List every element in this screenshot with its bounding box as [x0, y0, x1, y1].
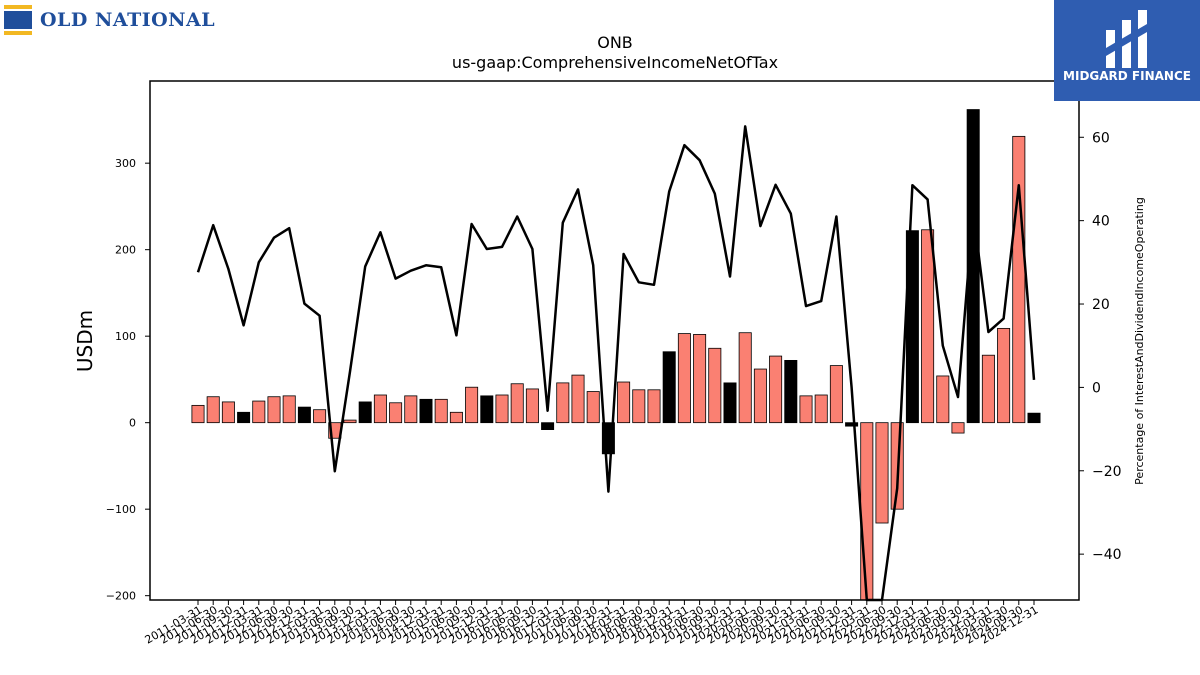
midgard-finance-logo: MIDGARD FINANCE: [1054, 0, 1200, 101]
x-axis: 2011-03-312011-06-302011-09-302011-12-31…: [143, 600, 1041, 647]
bar-2018-03-31: [617, 381, 631, 424]
y2-tick-label: 60: [1092, 130, 1110, 146]
bar-2019-09-30: [708, 347, 722, 424]
bar-2022-06-30: [875, 422, 889, 524]
bar-2019-12-31: [723, 382, 737, 424]
bar-2016-03-31: [495, 394, 509, 424]
bar-2011-12-31: [237, 411, 251, 424]
chart-subtitle: us-gaap:ComprehensiveIncomeNetOfTax: [452, 53, 778, 72]
bar-2019-06-30: [693, 334, 707, 424]
bar-2018-09-30: [647, 389, 661, 424]
y2-tick-label: −20: [1092, 464, 1122, 480]
bar-2015-12-31: [480, 395, 494, 424]
right-axis: −40 −20 0 20 40 60: [1079, 130, 1122, 563]
y-tick-label: 100: [115, 330, 136, 343]
y2-tick-label: −40: [1092, 547, 1122, 563]
y-tick-label: −200: [106, 590, 136, 603]
bar-2017-03-31: [556, 382, 570, 424]
bar-2016-09-30: [525, 388, 539, 424]
bar-2017-09-30: [586, 391, 600, 424]
bar-2023-06-30: [936, 375, 950, 424]
plot-frame: [149, 80, 1080, 601]
line-path: [196, 125, 1036, 602]
y2-tick-label: 0: [1092, 380, 1101, 396]
y-axis-label: USDm: [73, 310, 97, 372]
bar-2021-03-31: [799, 395, 813, 424]
bar-2022-03-31: [860, 422, 874, 601]
chart-title: ONB: [597, 33, 633, 52]
bar-2018-12-31: [662, 351, 676, 424]
bar-2012-09-30: [282, 395, 296, 424]
bar-series: [191, 109, 1041, 601]
bar-2014-12-31: [419, 398, 433, 424]
y2-axis-label: Percentage of InterestAndDividendIncomeO…: [1133, 197, 1146, 485]
bar-2013-09-30: [343, 419, 357, 424]
y-tick-label: 0: [129, 417, 136, 430]
y-tick-label: −100: [106, 503, 136, 516]
bar-2021-09-30: [829, 365, 843, 424]
bar-2015-09-30: [465, 386, 479, 424]
bar-2013-03-31: [313, 409, 327, 424]
y2-tick-label: 20: [1092, 297, 1110, 313]
bar-2014-09-30: [404, 395, 418, 424]
bar-2011-09-30: [221, 401, 235, 424]
bar-2015-03-31: [434, 398, 448, 424]
bar-2023-03-31: [921, 229, 935, 424]
bar-2024-09-30: [1012, 135, 1026, 424]
bar-2016-12-31: [541, 422, 555, 430]
old-national-mark-icon: [4, 5, 32, 35]
left-axis: −200 −100 0 100 200 300: [106, 157, 150, 603]
bar-2011-03-31: [191, 404, 205, 424]
old-national-logo: OLD NATIONAL: [4, 4, 215, 36]
bar-2014-06-30: [389, 402, 403, 424]
bar-2016-06-30: [510, 383, 524, 424]
bar-2013-12-31: [358, 401, 372, 424]
bar-2024-12-31: [1027, 412, 1041, 424]
bar-2021-06-30: [814, 394, 828, 424]
bar-2019-03-31: [677, 333, 691, 424]
y-tick-label: 200: [115, 244, 136, 257]
bar-2024-03-31: [981, 354, 995, 424]
bar-2020-03-31: [738, 332, 752, 424]
midgard-finance-name: MIDGARD FINANCE: [1063, 69, 1191, 83]
bar-2018-06-30: [632, 389, 646, 424]
bar-2012-12-31: [297, 406, 311, 424]
line-series: [196, 125, 1036, 602]
bar-2020-06-30: [753, 368, 767, 424]
midgard-mark-icon: [1106, 10, 1147, 68]
bar-2021-12-31: [845, 422, 859, 427]
bar-2014-03-31: [373, 394, 387, 424]
y2-tick-label: 40: [1092, 214, 1110, 230]
bar-2017-06-30: [571, 374, 585, 424]
old-national-name: OLD NATIONAL: [40, 9, 216, 31]
bar-2012-03-31: [252, 400, 266, 424]
bar-2011-06-30: [206, 396, 220, 424]
bar-2020-09-30: [769, 355, 783, 424]
bar-2024-06-30: [997, 327, 1011, 424]
bar-2020-12-31: [784, 359, 798, 424]
bar-2023-09-30: [951, 422, 965, 434]
y-tick-label: 300: [115, 157, 136, 170]
bar-2015-06-30: [449, 411, 463, 424]
bar-2012-06-30: [267, 396, 281, 424]
